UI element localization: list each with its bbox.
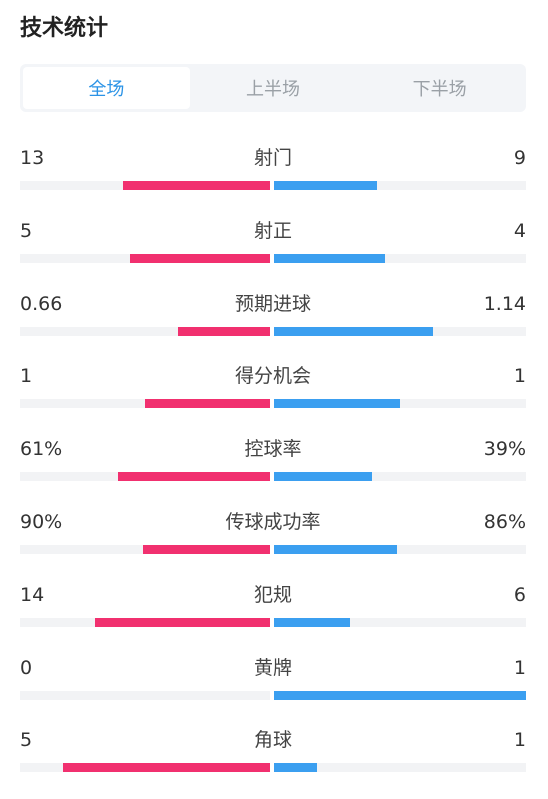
home-value: 90% [20,511,63,533]
home-bar-track [20,399,270,409]
home-value: 5 [20,729,33,752]
home-bar-track [20,472,270,482]
away-bar-track [274,399,526,409]
away-bar [274,253,385,263]
away-bar-track [274,690,526,700]
home-bar [145,399,270,409]
home-bar-track [20,181,270,190]
home-bar-track [20,253,270,263]
away-value: 1 [513,365,526,388]
home-value: 5 [20,219,33,242]
away-bar-track [274,181,526,190]
stat-label: 黄牌 [253,656,292,679]
stat-label: 控球率 [244,438,302,461]
stat-row-expected-goals: 0.66 预期进球 1.14 [20,291,526,363]
away-value: 4 [513,219,526,242]
away-bar [274,326,433,336]
tab-full-match[interactable]: 全场 [23,67,190,109]
home-bar [122,181,270,190]
stat-label: 传球成功率 [225,511,321,533]
home-bar [117,472,270,482]
stat-label: 得分机会 [234,365,311,388]
away-bar [274,181,378,190]
home-bar-track [20,545,270,554]
stat-row-shots-on-target: 5 射正 4 [20,218,526,290]
away-bar-track [274,763,526,773]
page-title: 技术统计 [20,16,109,41]
home-bar-track [20,617,270,627]
away-bar [274,763,317,773]
away-value: 39% [483,438,526,461]
away-bar-track [274,326,526,336]
home-value: 0 [20,656,33,679]
home-bar-track [20,763,270,773]
home-value: 13 [20,147,45,169]
home-bar [130,253,270,263]
home-bar-track [20,326,270,336]
away-bar-track [274,472,526,482]
away-bar [274,617,350,627]
stat-label: 射门 [253,147,292,169]
away-bar [274,690,526,700]
stat-row-big-chances: 1 得分机会 1 [20,363,526,435]
stat-row-possession: 61% 控球率 39% [20,436,526,508]
home-value: 61% [20,438,63,461]
stat-label: 射正 [253,219,292,242]
home-bar-track [20,690,270,700]
away-bar [274,472,373,482]
stat-row-shots: 13 射门 9 [20,145,526,217]
away-value: 1.14 [483,292,526,315]
period-tabs: 全场 上半场 下半场 [20,64,526,112]
tab-second-half[interactable]: 下半场 [412,79,467,100]
tab-first-half[interactable]: 上半场 [246,79,300,100]
away-value: 1 [513,729,526,752]
away-bar [274,399,400,409]
away-bar [274,545,398,554]
away-bar-track [274,617,526,627]
away-bar-track [274,253,526,263]
stat-label: 角球 [253,729,292,752]
stat-label: 预期进球 [234,292,311,315]
stat-row-pass-accuracy: 90% 传球成功率 86% [20,509,526,581]
away-value: 86% [483,511,526,533]
home-bar [62,763,270,773]
away-value: 9 [513,147,526,169]
stat-label: 犯规 [253,583,292,606]
home-value: 1 [20,365,33,388]
home-value: 0.66 [20,292,63,315]
away-value: 6 [513,583,526,606]
stat-row-corners: 5 角球 1 [20,727,526,799]
stat-row-fouls: 14 犯规 6 [20,582,526,654]
home-bar [142,545,270,554]
stat-row-yellow-cards: 0 黄牌 1 [20,655,526,727]
home-bar [177,326,270,336]
away-bar-track [274,545,526,554]
home-bar [95,617,270,627]
home-value: 14 [20,583,45,606]
away-value: 1 [513,656,526,679]
